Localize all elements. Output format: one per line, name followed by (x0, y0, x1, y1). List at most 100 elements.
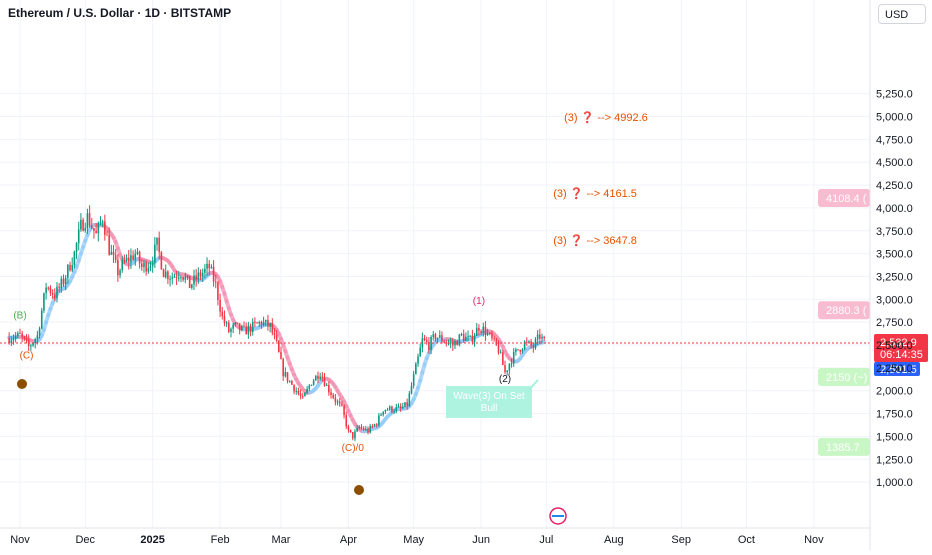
candle-body (45, 288, 47, 293)
candle-body (211, 267, 213, 268)
x-tick-label: Nov (804, 534, 824, 546)
target-label: (3) ❓ --> 4992.6 (564, 111, 648, 124)
y-tick-label: 4,000.0 (876, 203, 913, 215)
candle-body (493, 338, 495, 339)
currency-selector[interactable]: USD (878, 4, 926, 24)
candle-body (413, 374, 415, 386)
candle-body (474, 336, 476, 342)
candle-body (406, 402, 408, 406)
candle-body (224, 316, 226, 323)
x-tick-label: Oct (738, 534, 755, 546)
candle-body (293, 385, 295, 392)
candle-body (506, 371, 508, 373)
candle-body (367, 429, 369, 433)
y-tick-label: 5,000.0 (876, 112, 913, 124)
wave-label: (C) (20, 351, 34, 362)
candle-body (230, 329, 232, 332)
candle-body (330, 392, 332, 395)
candle-body (111, 252, 113, 255)
candle-body (132, 255, 134, 259)
candle-body (37, 335, 39, 339)
candle-body (102, 221, 104, 222)
candle-body (289, 381, 291, 382)
candle-body (19, 333, 21, 334)
wave-marker-icon (354, 485, 364, 495)
candle-body (430, 337, 432, 350)
candle-body (30, 345, 32, 346)
candle-body (337, 402, 339, 403)
candle-body (535, 340, 537, 348)
candle-body (509, 364, 511, 371)
x-tick-label: Sep (671, 534, 691, 546)
candle-body (139, 252, 141, 264)
candle-body (130, 255, 132, 261)
candle-body (419, 348, 421, 357)
candle-body (341, 404, 343, 406)
y-tick-label: 1,250.0 (876, 454, 913, 466)
candle-body (167, 272, 169, 279)
y-tick-label: 2,500.0 (876, 340, 913, 352)
candle-body (200, 272, 202, 276)
candle-body (193, 275, 195, 284)
candle-body (8, 338, 10, 343)
candle-body (67, 265, 69, 278)
note-line-2: Bull (481, 403, 498, 414)
candle-body (380, 415, 382, 416)
candle-body (228, 323, 230, 332)
candle-body (335, 398, 337, 402)
candle-body (543, 337, 545, 338)
candle-body (498, 345, 500, 353)
candle-body (191, 284, 193, 288)
candle-body (411, 386, 413, 394)
candle-body (308, 386, 310, 389)
candle-body (409, 393, 411, 405)
candle-body (459, 335, 461, 346)
wave-label: (B) (13, 310, 26, 321)
candle-body (15, 336, 17, 339)
candle-body (322, 377, 324, 378)
candle-body (304, 393, 306, 396)
candle-body (78, 229, 80, 243)
candle-body (313, 381, 315, 385)
candle-body (369, 426, 371, 432)
candle-body (300, 394, 302, 396)
candle-body (213, 267, 215, 282)
y-tick-label: 3,250.0 (876, 271, 913, 283)
candle-body (530, 341, 532, 345)
candle-body (298, 391, 300, 394)
candle-body (63, 279, 65, 285)
candle-body (295, 391, 297, 392)
candle-body (537, 335, 539, 340)
candle-body (311, 385, 313, 386)
candle-body (121, 260, 123, 270)
candle-body (215, 282, 217, 283)
candle-body (480, 331, 482, 333)
candle-body (502, 352, 504, 365)
x-tick-label: 2025 (140, 534, 164, 546)
wave-label: (C)/0 (342, 443, 365, 454)
candle-body (91, 226, 93, 228)
candle-body (326, 385, 328, 386)
candle-body (41, 311, 43, 329)
candle-body (263, 322, 265, 325)
symbol-title[interactable]: Ethereum / U.S. Dollar · 1D · BITSTAMP (8, 6, 231, 20)
candle-body (478, 328, 480, 331)
candle-body (152, 263, 154, 267)
candle-body (272, 323, 274, 332)
candle-body (124, 260, 126, 261)
candle-body (489, 333, 491, 334)
candle-body (291, 381, 293, 385)
candle-body (485, 327, 487, 335)
y-tick-label: 4,250.0 (876, 180, 913, 192)
candle-body (158, 238, 160, 252)
candle-body (58, 287, 60, 288)
candle-body (117, 260, 119, 275)
y-tick-label: 2,250.0 (876, 363, 913, 375)
candle-body (465, 337, 467, 341)
candle-body (376, 424, 378, 425)
candle-body (126, 258, 128, 261)
x-tick-label: Mar (272, 534, 291, 546)
candle-body (113, 252, 115, 255)
